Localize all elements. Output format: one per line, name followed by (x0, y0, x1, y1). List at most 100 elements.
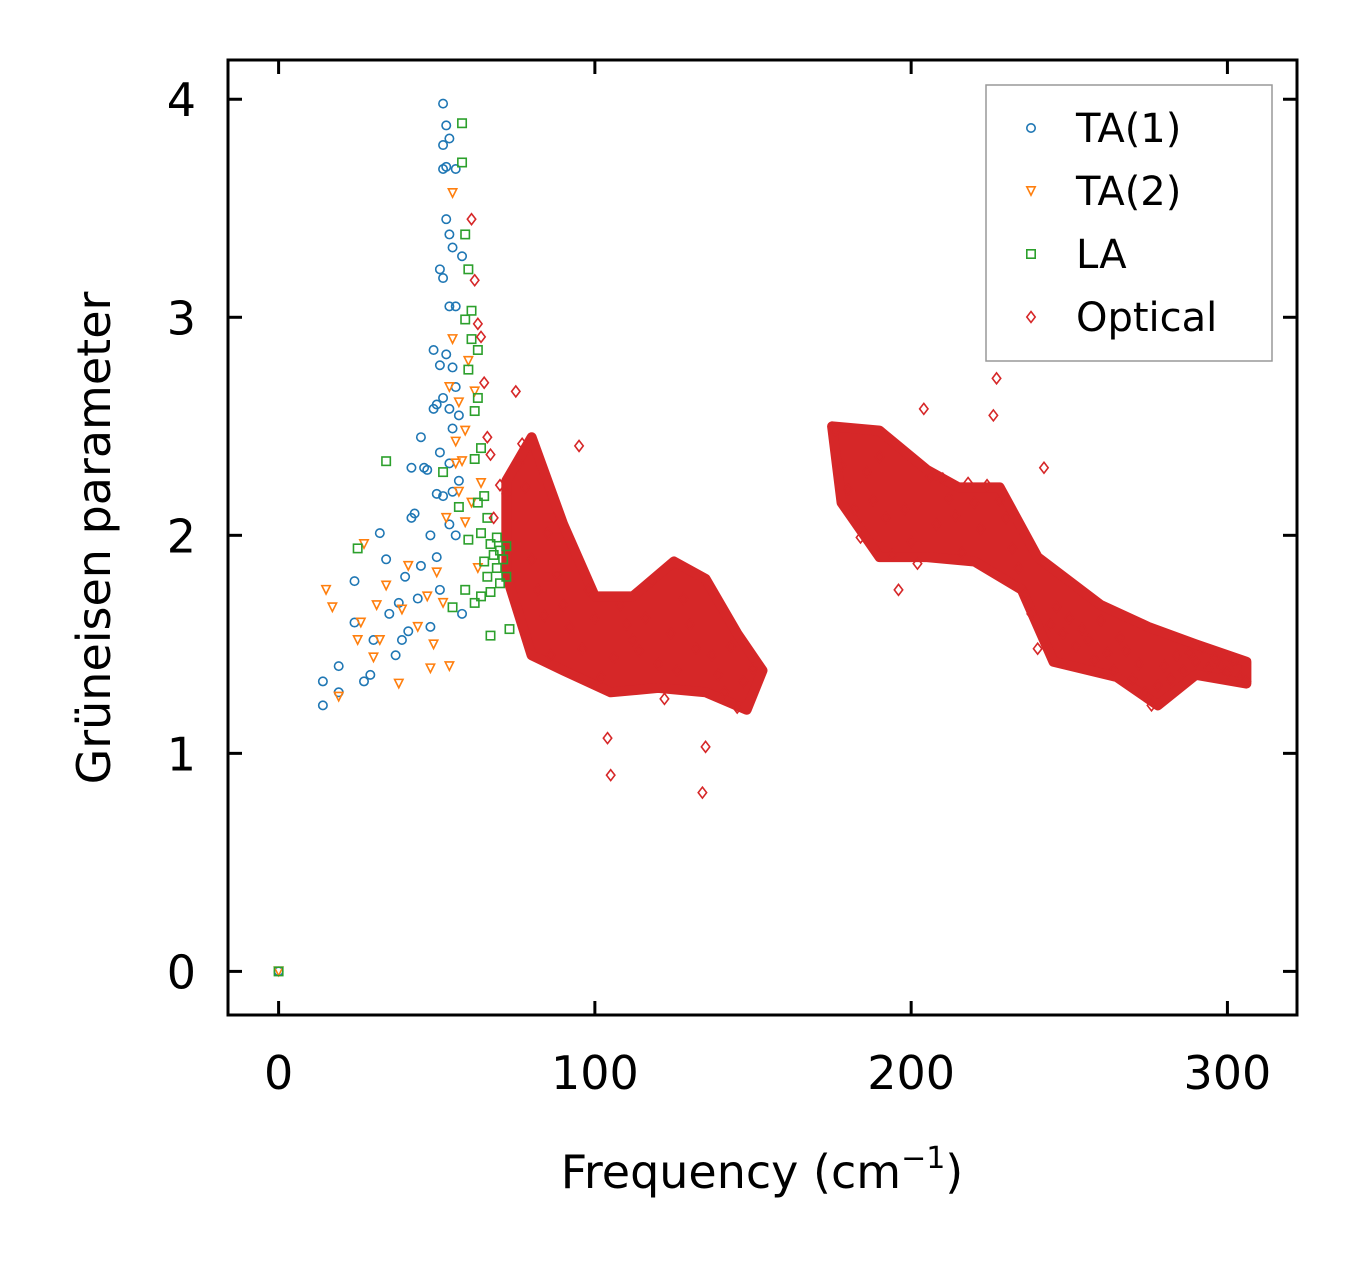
data-point (393, 678, 405, 690)
series-la (273, 118, 515, 977)
data-point (747, 661, 759, 676)
data-point (1184, 646, 1195, 660)
data-point (431, 399, 442, 410)
data-point (457, 251, 468, 262)
data-point (459, 425, 471, 437)
data-point (469, 597, 480, 608)
data-point (1222, 665, 1233, 680)
data-point (1215, 659, 1227, 673)
data-point (403, 626, 414, 637)
data-point (905, 535, 917, 549)
data-point (355, 617, 367, 629)
data-point (457, 118, 468, 129)
data-point (409, 508, 420, 519)
legend-label: Optical (1076, 295, 1217, 341)
data-point (333, 691, 345, 703)
data-point (476, 528, 487, 539)
data-point (671, 663, 683, 678)
data-point (893, 583, 904, 597)
data-point (1064, 611, 1075, 625)
data-point (501, 487, 512, 501)
data-point (937, 471, 948, 486)
data-point (453, 397, 465, 409)
data-point (425, 621, 436, 632)
data-point (443, 382, 455, 394)
plot-frame (226, 58, 1299, 1017)
data-point (899, 502, 911, 516)
data-point (1102, 646, 1113, 660)
data-point (956, 545, 967, 560)
data-point (1083, 633, 1094, 647)
data-point (659, 692, 670, 706)
data-point (443, 661, 455, 673)
data-point (333, 661, 344, 672)
optical-cluster-1 (501, 432, 768, 715)
data-point (1190, 655, 1202, 669)
data-point (438, 98, 449, 109)
data-point (406, 462, 417, 473)
optical-cluster-2 (827, 421, 1252, 711)
data-point (381, 554, 392, 565)
data-point (374, 634, 386, 646)
legend-entry: TA(1) (1026, 106, 1181, 152)
data-point (447, 334, 459, 346)
data-point (476, 443, 487, 454)
data-point (428, 344, 439, 355)
data-point (491, 532, 502, 543)
data-point (532, 583, 544, 597)
data-point (621, 617, 632, 632)
data-point (453, 501, 464, 512)
data-point (450, 530, 461, 541)
data-point (317, 676, 328, 687)
data-point (444, 133, 455, 144)
legend-label: TA(2) (1075, 169, 1181, 215)
data-point (482, 571, 493, 582)
data-point (713, 668, 724, 682)
data-point (396, 604, 408, 616)
data-point (994, 493, 1005, 508)
data-point (684, 617, 695, 632)
data-point (431, 488, 442, 499)
data-point (1139, 685, 1151, 700)
data-point (438, 491, 449, 502)
data-point (1241, 674, 1252, 689)
data-point (1121, 644, 1132, 658)
data-point (1013, 561, 1024, 575)
y-tick-label: 4 (167, 73, 196, 127)
data-point (412, 593, 423, 604)
data-point (513, 456, 525, 471)
data-point (627, 633, 639, 647)
data-point (438, 467, 449, 478)
data-point (988, 408, 999, 423)
data-point (1234, 670, 1246, 684)
data-point (450, 458, 462, 470)
legend-label: LA (1076, 232, 1127, 278)
data-point (466, 497, 478, 509)
data-point (526, 552, 537, 567)
series-ta-1- (273, 98, 468, 977)
data-point (573, 439, 585, 453)
x-axis-ticks: 0 100 200 300 (264, 60, 1271, 1100)
data-point (918, 402, 930, 416)
data-point (1045, 617, 1056, 632)
data-point (1038, 460, 1050, 475)
data-point (479, 556, 490, 567)
data-point (438, 273, 449, 284)
x-tick-label: 200 (867, 1046, 955, 1100)
y-tick-label: 2 (167, 509, 196, 563)
data-point (365, 669, 376, 680)
data-point (463, 534, 474, 545)
data-point (469, 386, 481, 398)
legend-marker (1025, 186, 1037, 197)
data-point (380, 580, 392, 592)
x-tick-label: 100 (551, 1046, 639, 1100)
data-point (424, 663, 436, 675)
data-point (1095, 613, 1107, 628)
data-point (469, 454, 480, 465)
data-point (466, 212, 477, 226)
x-tick-label: 0 (264, 1046, 293, 1100)
data-point (912, 556, 923, 571)
data-point (371, 600, 383, 612)
data-point (472, 392, 483, 403)
data-point (485, 630, 496, 641)
